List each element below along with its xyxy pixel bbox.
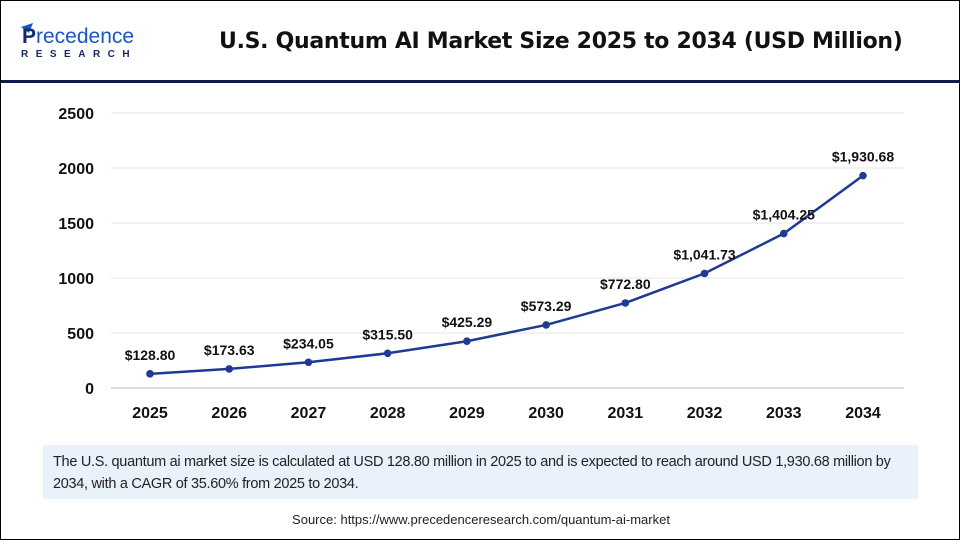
chart-title: U.S. Quantum AI Market Size 2025 to 2034… — [219, 29, 903, 54]
x-tick-label: 2030 — [528, 405, 564, 422]
x-tick-label: 2032 — [687, 405, 723, 422]
x-tick-label: 2033 — [766, 405, 802, 422]
data-point — [463, 337, 471, 346]
data-label: $425.29 — [442, 314, 493, 330]
data-label: $1,930.68 — [832, 149, 894, 165]
x-tick-label: 2026 — [211, 405, 247, 422]
data-label: $1,404.25 — [753, 207, 815, 223]
data-point — [146, 370, 154, 378]
source-text: Source: https://www.precedenceresearch.c… — [292, 512, 670, 527]
y-tick-label: 1000 — [58, 271, 94, 288]
y-tick-label: 500 — [67, 326, 94, 343]
x-tick-label: 2029 — [449, 405, 485, 422]
data-label: $573.29 — [521, 298, 572, 314]
data-label: $1,041.73 — [673, 246, 735, 262]
x-tick-label: 2025 — [132, 405, 168, 422]
data-label: $772.80 — [600, 276, 651, 292]
data-label: $315.50 — [362, 326, 413, 342]
y-tick-label: 2500 — [58, 106, 94, 123]
data-label: $234.05 — [283, 335, 334, 351]
x-tick-label: 2034 — [845, 405, 881, 422]
x-tick-label: 2031 — [608, 405, 644, 422]
svg-text:recedence: recedence — [36, 25, 134, 48]
data-label: $173.63 — [204, 342, 255, 358]
data-point — [700, 269, 709, 278]
series-line — [149, 174, 864, 376]
svg-text:RESEARCH: RESEARCH — [21, 49, 137, 60]
data-label: $128.80 — [125, 347, 176, 363]
x-tick-label: 2028 — [370, 405, 406, 422]
data-point — [304, 358, 313, 367]
data-point — [383, 349, 392, 358]
data-point — [621, 299, 630, 307]
precedence-research-logo: P recedence RESEARCH — [21, 23, 137, 60]
data-point — [542, 321, 550, 329]
data-point — [859, 171, 867, 180]
svg-text:P: P — [22, 25, 36, 48]
x-tick-label: 2027 — [291, 405, 327, 422]
y-tick-label: 1500 — [58, 216, 94, 233]
data-point — [779, 229, 788, 238]
summary-text: The U.S. quantum ai market size is calcu… — [43, 445, 918, 499]
line-chart: 0 500 1000 1500 2000 2500 2025 2026 2027 2028 2029… — [58, 106, 904, 422]
header-divider — [1, 80, 959, 83]
y-tick-label: 2000 — [58, 161, 94, 178]
y-tick-label: 0 — [85, 381, 94, 398]
data-point — [225, 365, 234, 373]
